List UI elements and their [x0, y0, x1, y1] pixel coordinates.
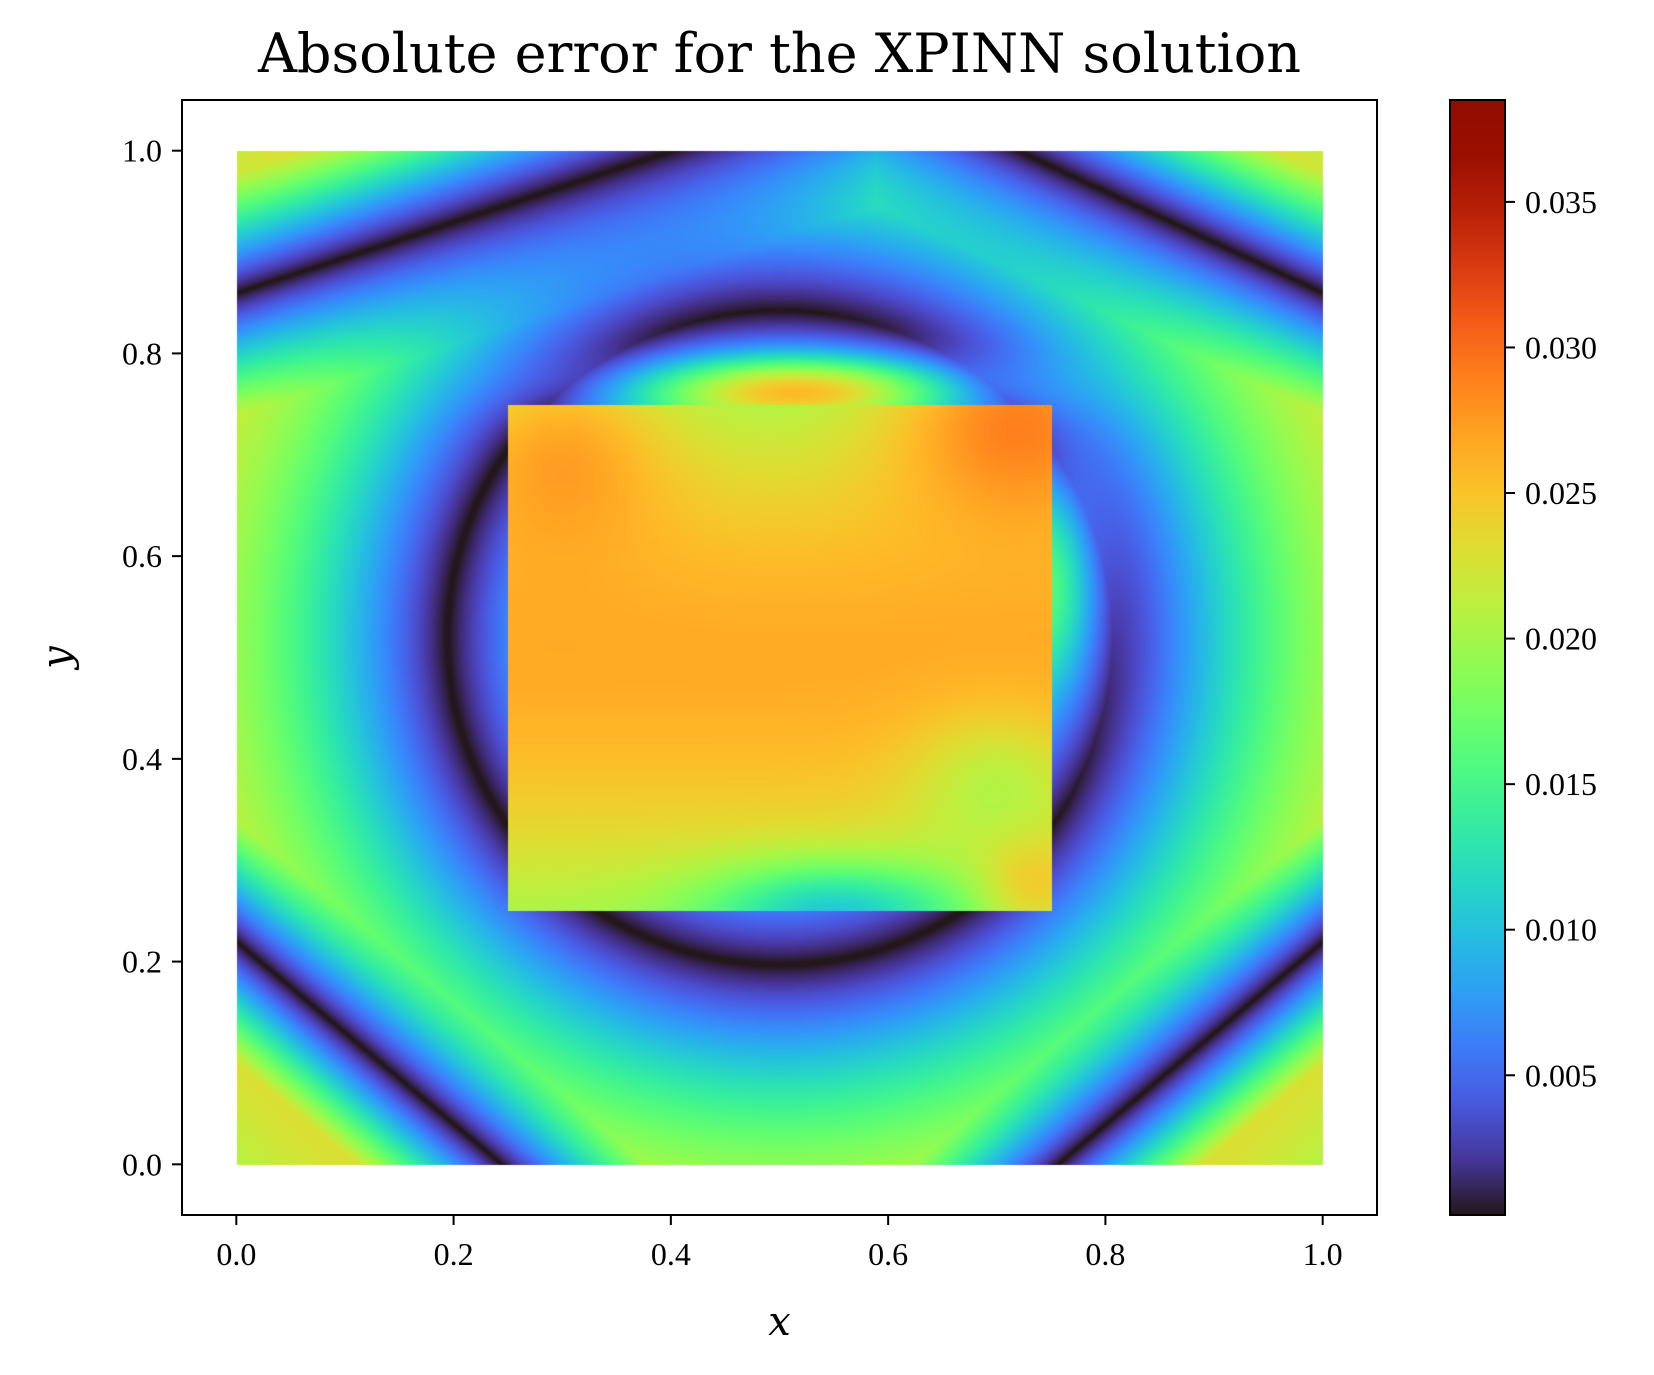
y-tick-label: 0.8 [122, 335, 162, 371]
y-tick-label: 1.0 [122, 133, 162, 169]
colorbar-tick-label: 0.025 [1525, 475, 1597, 511]
colorbar-tick-label: 0.020 [1525, 621, 1597, 657]
axes-frame [181, 99, 1378, 1216]
colorbar-tick-label: 0.005 [1525, 1057, 1597, 1093]
ticks-layer: 0.0 0.2 0.4 0.6 0.8 1.0 0.0 0.2 0.4 0.6 0.8 1.0 0.00… [122, 133, 1597, 1272]
y-tick-label: 0.6 [122, 538, 162, 574]
y-tick-label: 0.0 [122, 1146, 162, 1182]
colorbar-tick-label: 0.030 [1525, 329, 1597, 365]
x-tick-label: 0.4 [651, 1236, 691, 1272]
colorbar-tick-label: 0.010 [1525, 912, 1597, 948]
colorbar-tick-label: 0.015 [1525, 766, 1597, 802]
x-tick-label: 0.0 [216, 1236, 256, 1272]
x-tick-label: 1.0 [1303, 1236, 1343, 1272]
y-tick-label: 0.4 [122, 741, 162, 777]
y-axis-label: y [34, 645, 80, 671]
chart-title: Absolute error for the XPINN solution [257, 22, 1301, 85]
x-tick-label: 0.2 [434, 1236, 474, 1272]
x-tick-label: 0.8 [1085, 1236, 1125, 1272]
x-axis-label: x [768, 1299, 791, 1345]
colorbar [1449, 99, 1506, 1216]
colorbar-tick-label: 0.035 [1525, 184, 1597, 220]
heatmap-image [182, 100, 1377, 1215]
x-tick-label: 0.6 [868, 1236, 908, 1272]
y-tick-label: 0.2 [122, 944, 162, 980]
